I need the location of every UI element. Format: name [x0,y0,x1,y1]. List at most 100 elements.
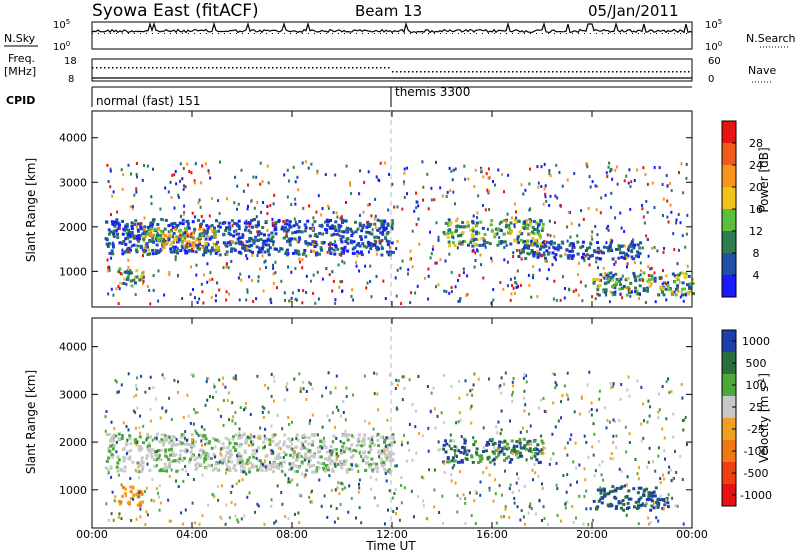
echo-cell [606,273,610,277]
echo-cell [255,456,258,460]
echo-cell [654,486,658,490]
echo-cell [396,268,399,272]
echo-cell [148,239,152,243]
echo-cell [682,428,685,432]
nsearch-point [662,33,663,34]
nsearch-point [128,33,129,34]
echo-cell [176,443,180,446]
echo-cell [505,456,508,460]
echo-cell [597,266,599,270]
echo-cell [536,231,540,235]
echo-cell [198,449,202,453]
echo-cell [578,463,581,467]
echo-cell [175,249,179,253]
echo-cell [296,175,299,179]
echo-cell [336,486,339,490]
echo-cell [448,444,451,448]
echo-cell [436,414,439,418]
echo-cell [589,507,592,511]
echo-cell [273,461,277,465]
echo-cell [247,221,250,225]
echo-cell [379,231,383,235]
echo-cell [335,232,339,236]
echo-cell [256,223,260,227]
y-tick-label: 3000 [59,388,87,401]
echo-cell [311,243,314,246]
echo-cell [387,208,390,212]
echo-cell [122,227,126,231]
nsearch-point [578,33,579,34]
echo-cell [194,411,197,415]
echo-cell [164,436,168,440]
echo-cell [525,374,528,378]
echo-cell [560,240,564,244]
echo-cell [293,237,297,241]
echo-cell [175,438,178,442]
echo-cell [491,437,494,441]
colorbar-swatch [722,418,736,440]
echo-cell [189,443,193,447]
echo-cell [539,219,543,223]
echo-cell [609,502,613,506]
echo-cell [536,255,540,259]
echo-cell [394,387,397,390]
echo-cell [151,218,155,222]
x-tick-label: 04:00 [176,528,208,541]
echo-cell [121,232,125,236]
echo-cell [123,277,127,281]
echo-cell [374,197,377,201]
echo-cell [254,510,256,514]
nave-point [284,67,286,69]
echo-cell [370,244,374,248]
echo-cell [610,168,613,172]
echo-cell [143,227,147,231]
echo-cell [256,238,260,242]
echo-cell [626,286,630,289]
echo-cell [583,434,586,438]
echo-cell [374,226,377,230]
echo-cell [134,248,138,252]
nsearch-point [314,33,315,34]
echo-cell [257,275,260,279]
echo-cell [234,374,237,378]
echo-cell [168,238,171,242]
echo-cell [390,440,394,444]
echo-cell [433,468,436,472]
nave-point [600,71,602,73]
echo-cell [140,468,144,472]
echo-cell [587,455,590,459]
echo-cell [358,486,361,490]
echo-cell [272,272,275,276]
nave-point [272,67,274,69]
nave-point [488,71,490,73]
echo-cell [383,450,386,454]
echo-cell [141,465,145,469]
echo-cell [272,282,275,285]
echo-cell [305,397,308,401]
echo-cell [668,465,671,469]
echo-cell [370,214,373,218]
echo-cell [319,455,323,459]
echo-cell [280,469,283,473]
echo-cell [596,292,599,296]
echo-cell [189,235,193,239]
echo-cell [271,463,275,467]
echo-cell [136,441,139,445]
echo-cell [571,254,575,258]
echo-cell [509,298,512,302]
echo-cell [342,399,345,403]
echo-cell [246,290,249,294]
echo-cell [575,288,578,292]
echo-cell [121,434,124,437]
echo-cell [522,446,526,450]
echo-cell [168,437,172,441]
echo-cell [365,286,368,290]
echo-cell [301,434,304,438]
echo-cell [365,461,368,465]
echo-cell [430,391,433,395]
echo-cell [176,458,180,462]
echo-cell [321,207,324,210]
nsearch-point [344,33,345,34]
echo-cell [240,457,244,461]
echo-cell [213,383,216,387]
